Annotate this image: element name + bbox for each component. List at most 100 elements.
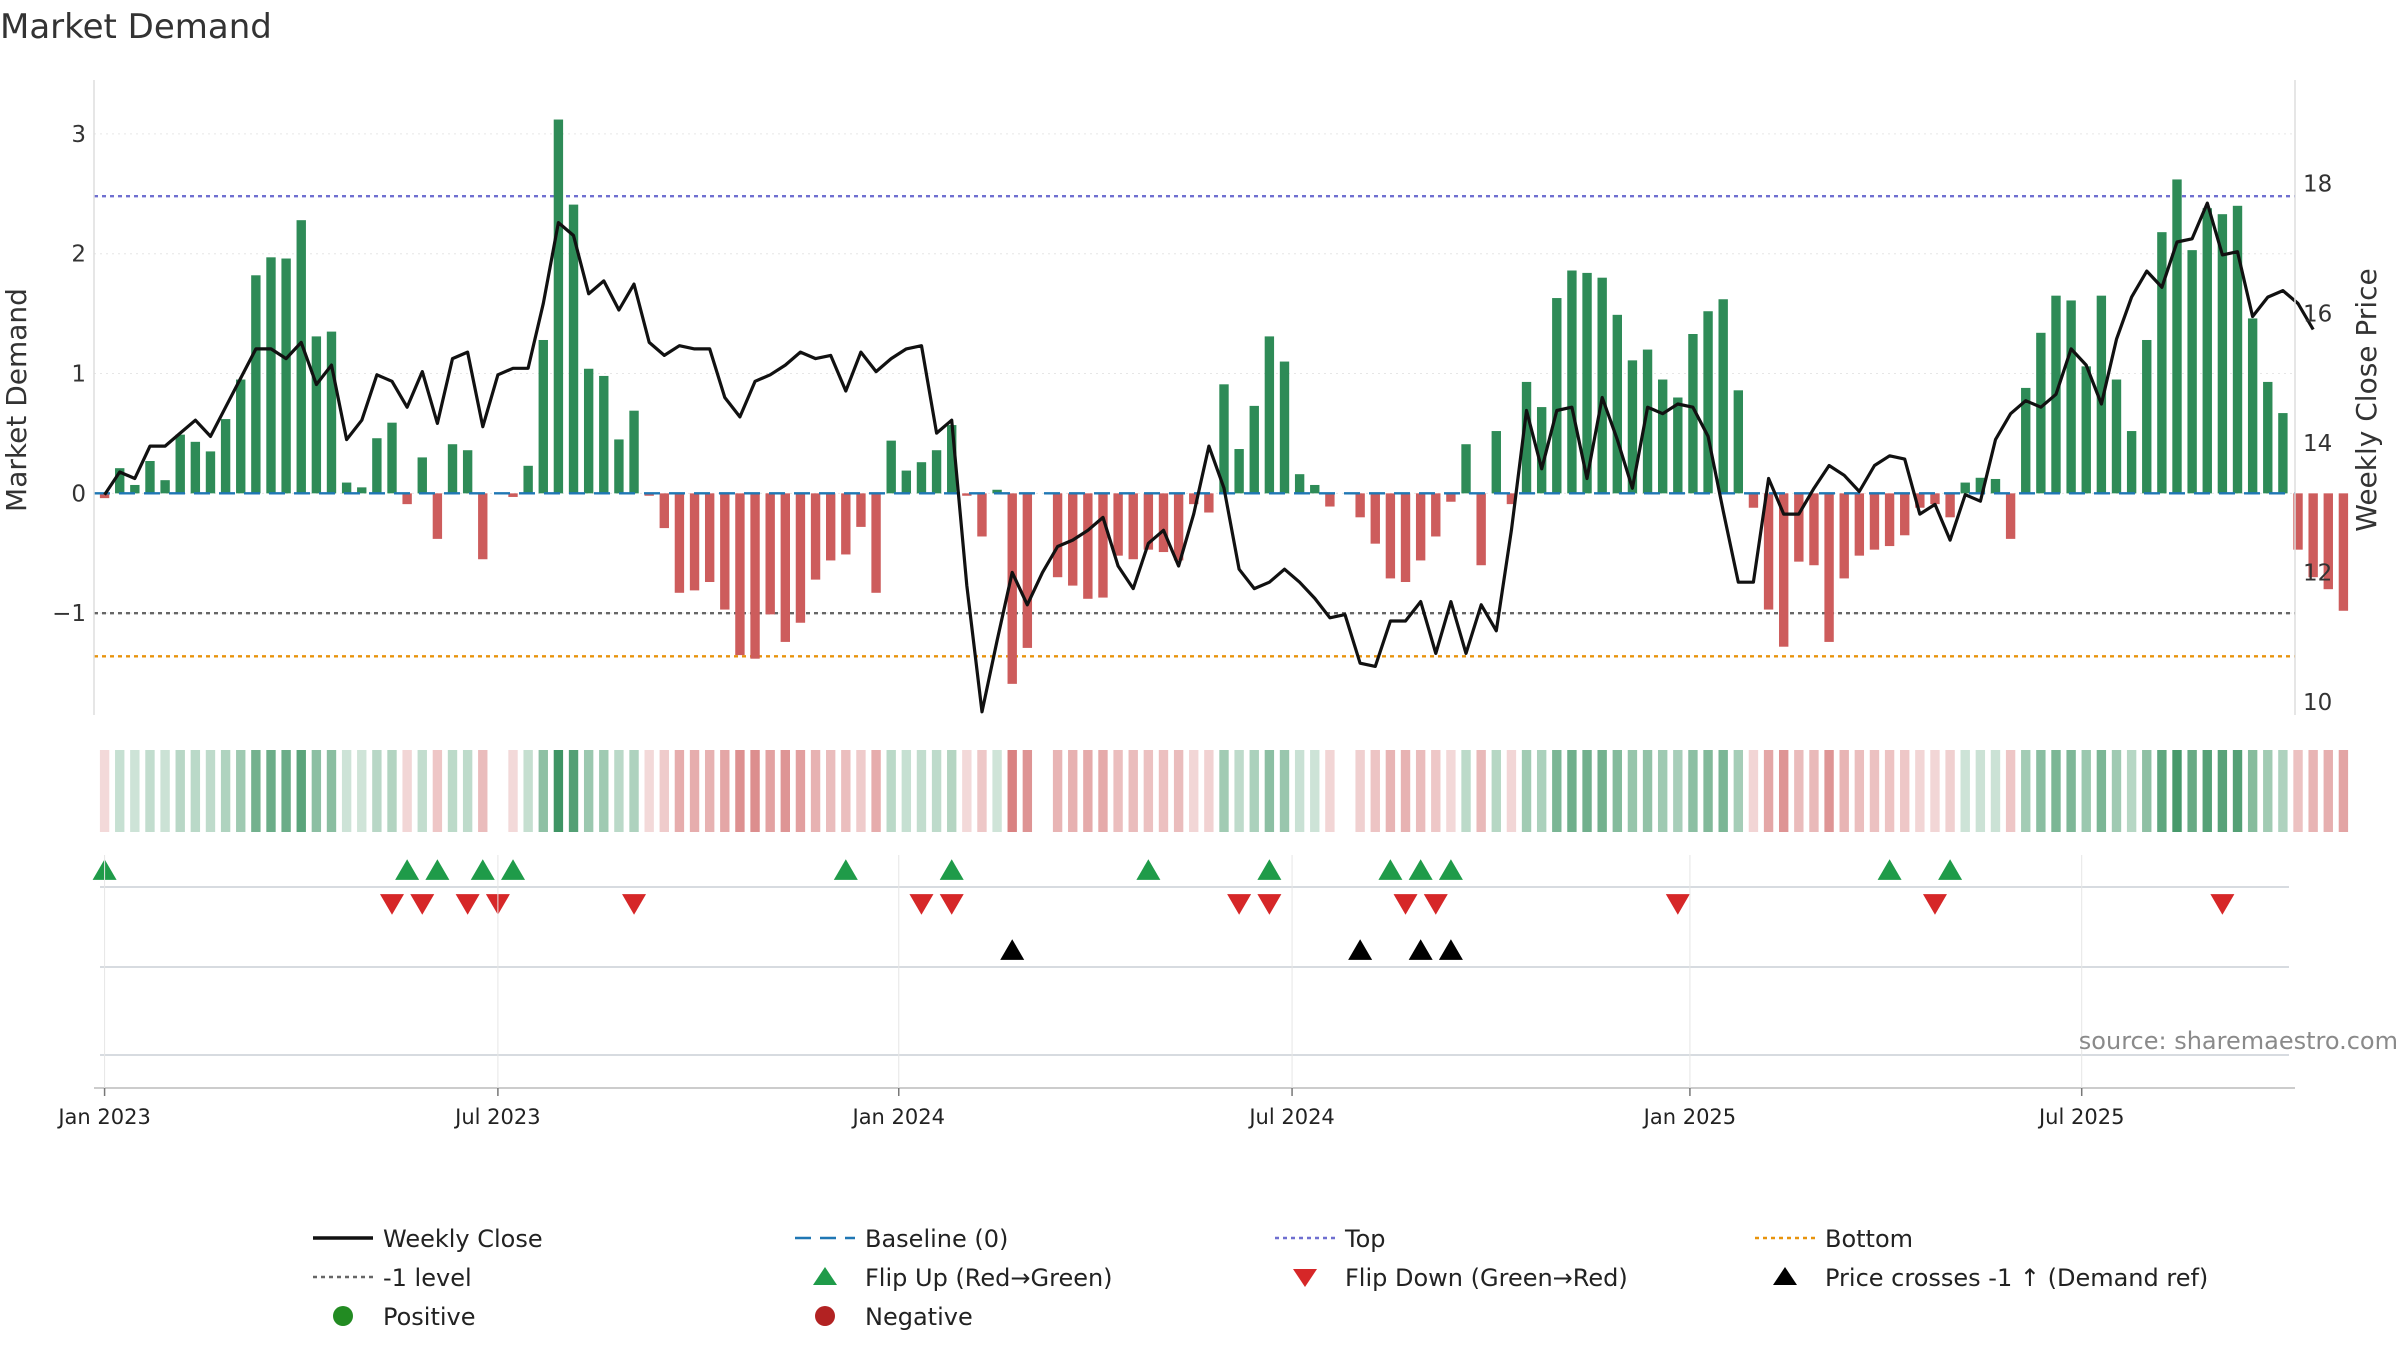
heat-cell [115, 750, 125, 832]
flip-down-marker [622, 894, 647, 915]
negative-bar [735, 493, 745, 656]
flip-up-marker [833, 859, 858, 880]
price-cross-marker [1348, 939, 1373, 960]
heat-cell [931, 750, 942, 832]
positive-bar [387, 422, 397, 494]
heat-cell [2021, 750, 2031, 832]
x-tick-label: Jan 2024 [851, 1105, 946, 1129]
heat-cell [1204, 750, 1214, 832]
negative-bar [1839, 493, 1849, 579]
heat-cell [1809, 750, 1819, 832]
weekly-close-line [103, 201, 2315, 714]
flip-up-marker [470, 859, 495, 880]
y-tick-label: 1 [71, 362, 86, 388]
heat-cell [841, 750, 851, 832]
positive-bar [1264, 336, 1275, 494]
heat-cell [1930, 750, 1940, 832]
legend-item-price-cross: Price crosses -1 ↑ (Demand ref) [1773, 1264, 2208, 1292]
heat-cell [2157, 750, 2167, 832]
positive-bar [1234, 449, 1244, 494]
heat-cell [629, 750, 639, 832]
legend-swatch [1773, 1267, 1797, 1285]
heat-cell [220, 750, 231, 832]
negative-bar [432, 493, 443, 539]
negative-bar [1945, 493, 1955, 518]
heat-cell [1703, 750, 1713, 832]
positive-bar [115, 468, 125, 494]
heat-cell [886, 750, 896, 832]
heat-cell [1052, 750, 1063, 832]
source-note: source: sharemaestro.com [2079, 1027, 2398, 1055]
positive-bar [1718, 299, 1728, 494]
heat-cell [1158, 750, 1169, 832]
price-cross-marker [1438, 939, 1463, 960]
price-cross-marker [1408, 939, 1433, 960]
heat-cell [1083, 750, 1093, 832]
flip-down-marker [1665, 894, 1690, 915]
negative-bar [478, 493, 488, 560]
heat-cell [357, 750, 367, 832]
heat-cell [2217, 750, 2228, 832]
heat-cell [2308, 750, 2318, 832]
positive-bar [886, 440, 896, 494]
positive-bar [2036, 332, 2046, 494]
heat-cell [1657, 750, 1668, 832]
legend-item-weekly-close: Weekly Close [313, 1225, 543, 1253]
heat-cell [1900, 750, 1910, 832]
y-tick-label: 3 [71, 122, 86, 148]
x-tick-label: Jul 2024 [1247, 1105, 1334, 1129]
negative-bar [1173, 493, 1184, 561]
heat-cell [871, 750, 881, 832]
flip-up-marker [1257, 859, 1282, 880]
positive-bar [1688, 334, 1698, 494]
positive-bar [2247, 318, 2258, 494]
heat-cell [1824, 750, 1834, 832]
positive-bar [205, 451, 216, 494]
positive-bar [357, 487, 367, 494]
positive-bar [372, 438, 382, 494]
legend-item-positive: Positive [333, 1303, 476, 1331]
legend-label: -1 level [383, 1264, 472, 1292]
negative-bar [1506, 493, 1517, 505]
flip-down-marker [1423, 894, 1448, 915]
heat-cell [644, 750, 654, 832]
heat-cell [2202, 750, 2212, 832]
heat-cell [1779, 750, 1789, 832]
heat-cell [689, 750, 700, 832]
heat-cell [1400, 750, 1411, 832]
positive-bar [629, 410, 639, 494]
positive-bar [175, 434, 185, 494]
heat-cell [1673, 750, 1683, 832]
heat-cell [2111, 750, 2122, 832]
negative-bar [1385, 493, 1396, 579]
negative-bar [1113, 493, 1123, 556]
heat-cell [583, 750, 594, 832]
heat-cell [901, 750, 912, 832]
heat-cell [266, 750, 276, 832]
negative-bar [1763, 493, 1774, 610]
heat-cell [1521, 750, 1532, 832]
heat-cell [1007, 750, 1017, 832]
positive-bar [916, 462, 927, 494]
positive-bar [462, 450, 473, 494]
positive-bar [2202, 208, 2212, 494]
flip-markers [92, 859, 2289, 1056]
heat-cell [1763, 750, 1774, 832]
negative-bar [1900, 493, 1910, 536]
positive-bar [190, 441, 201, 494]
heat-cell [1113, 750, 1123, 832]
heat-cell [2338, 750, 2349, 832]
positive-bar [2111, 379, 2122, 494]
heat-cell [1355, 750, 1365, 832]
positive-bar [2021, 387, 2031, 494]
heat-cell [372, 750, 382, 832]
y-right-tick-label: 14 [2303, 431, 2332, 457]
heat-cell [2005, 750, 2016, 832]
y-axis-label: Market Demand [0, 288, 33, 512]
positive-bar [1627, 360, 1638, 494]
heat-cell [175, 750, 185, 832]
heat-cell [1294, 750, 1305, 832]
positive-bar [2187, 250, 2197, 494]
positive-bar [1733, 390, 1744, 494]
heat-cell [2081, 750, 2091, 832]
